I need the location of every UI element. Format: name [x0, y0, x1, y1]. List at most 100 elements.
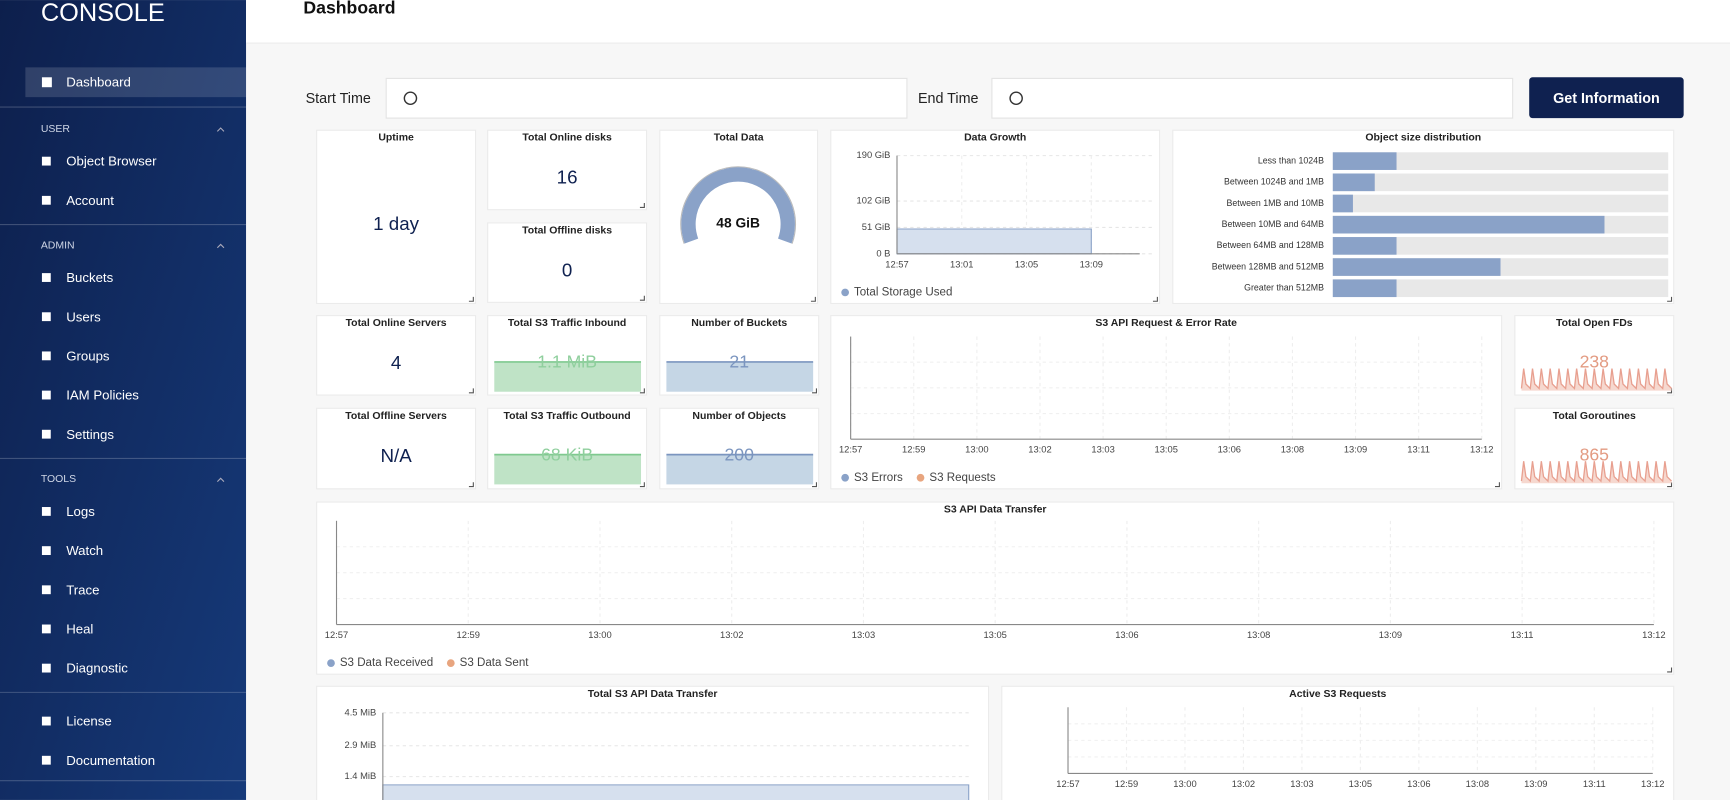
nav-item[interactable]: Heal: [66, 622, 93, 637]
start-input[interactable]: [385, 77, 908, 119]
nav-item[interactable]: Diagnostic: [66, 661, 128, 676]
nav-item[interactable]: Object Browser: [66, 154, 157, 169]
nav-icon: [41, 755, 51, 765]
x-tick-label: 13:00: [965, 445, 988, 455]
x-tick-label: 13:12: [1641, 779, 1664, 789]
card: [487, 129, 648, 211]
stat-value: 16: [557, 167, 578, 188]
stat-value: 0: [562, 259, 572, 280]
nav-icon: [41, 716, 51, 726]
bar: [1332, 194, 1353, 213]
category-label: Between 64MB and 128MB: [1217, 240, 1324, 250]
nav-item[interactable]: IAM Policies: [66, 388, 139, 403]
gauge-value: 48 GiB: [716, 216, 760, 231]
x-tick-label: 13:09: [1080, 259, 1103, 269]
card: [316, 407, 477, 490]
card-title: Number of Objects: [692, 411, 786, 422]
bar: [1332, 237, 1397, 255]
clock-icon: [1009, 91, 1023, 106]
nav-item[interactable]: Trace: [66, 582, 99, 597]
nav-item[interactable]: Watch: [66, 543, 103, 558]
header-bar: [246, 0, 1730, 44]
resize-handle: [810, 296, 816, 302]
card-title: Total Online disks: [522, 133, 612, 144]
card-title: Number of Buckets: [691, 318, 787, 329]
card-title: Total Online Servers: [346, 318, 447, 329]
stat-value: 4: [391, 352, 401, 373]
bar-track: [1332, 173, 1669, 192]
x-tick-label: 13:02: [720, 630, 743, 640]
y-tick-label: 190 GiB: [857, 150, 891, 160]
bar: [1332, 152, 1397, 170]
x-tick-label: 13:09: [1379, 630, 1402, 640]
card: [830, 315, 1503, 490]
nav-active[interactable]: [25, 67, 247, 98]
card-title: S3 API Data Transfer: [944, 505, 1047, 516]
x-tick-label: 13:05: [1154, 445, 1177, 455]
nav-item[interactable]: Groups: [66, 348, 110, 363]
nav-item[interactable]: Logs: [66, 504, 95, 519]
x-tick-label: 12:57: [839, 445, 862, 455]
get-info-button[interactable]: [1529, 77, 1684, 119]
legend-dot: [327, 659, 335, 668]
nav-item[interactable]: License: [66, 714, 112, 729]
chevron: [216, 243, 225, 249]
x-tick-label: 13:08: [1281, 445, 1304, 455]
x-tick-label: 12:57: [1056, 779, 1079, 789]
resize-handle: [812, 482, 818, 488]
nav-item[interactable]: Documentation: [66, 753, 155, 768]
nav-item[interactable]: Account: [66, 193, 114, 208]
end-input[interactable]: [991, 77, 1514, 119]
nav-icon: [41, 624, 51, 634]
x-tick-label: 13:08: [1247, 630, 1270, 640]
logo: CONSOLE: [41, 0, 165, 27]
gauge-arc: [681, 167, 795, 244]
card-title: Total Open FDs: [1556, 318, 1633, 329]
bar-track: [1332, 237, 1669, 255]
spark-value: 865: [1580, 444, 1610, 464]
nav-icon: [41, 663, 51, 673]
resize-handle: [1667, 482, 1673, 488]
card-title: Object size distribution: [1365, 133, 1481, 144]
resize-handle: [468, 388, 474, 394]
button-label[interactable]: Get Information: [1553, 91, 1660, 107]
nav-item[interactable]: Settings: [66, 427, 114, 442]
card-title: Total S3 Traffic Outbound: [504, 411, 631, 422]
nav-item[interactable]: Buckets: [66, 270, 113, 285]
nav-item[interactable]: Dashboard: [66, 74, 131, 89]
spark-value: 238: [1580, 352, 1610, 372]
gauge-outline: [680, 166, 797, 244]
card-title: S3 API Request & Error Rate: [1095, 318, 1237, 329]
nav-section-title: ADMIN: [41, 240, 75, 251]
card-title: Total Goroutines: [1553, 411, 1636, 422]
sparkline-fill: [494, 454, 642, 485]
legend-dot: [916, 473, 925, 482]
end-label: End Time: [918, 91, 979, 107]
nav-icon: [41, 273, 51, 282]
nav-icon: [41, 390, 51, 400]
bar-track: [1332, 152, 1669, 170]
spark-value: 200: [725, 444, 755, 464]
category-label: Less than 1024B: [1258, 155, 1324, 165]
card-title: Uptime: [378, 133, 414, 144]
x-tick-label: 13:02: [1028, 445, 1051, 455]
x-tick-label: 13:03: [852, 630, 875, 640]
x-tick-label: 13:09: [1524, 779, 1547, 789]
x-tick-label: 12:59: [457, 630, 480, 640]
y-tick-label: 102 GiB: [857, 196, 891, 206]
x-tick-label: 13:08: [1466, 779, 1489, 789]
nav-icon: [41, 546, 51, 556]
resize-handle: [1667, 296, 1673, 302]
legend-dot: [841, 473, 850, 482]
area: [896, 228, 1092, 255]
x-tick-label: 12:57: [885, 259, 908, 269]
chevron: [216, 127, 225, 132]
sparkline-fill: [666, 454, 814, 485]
card-title: Total Data: [714, 133, 764, 144]
x-tick-label: 13:05: [1349, 779, 1372, 789]
card: [487, 222, 648, 303]
resize-handle: [639, 203, 645, 209]
nav-item[interactable]: Users: [66, 309, 101, 324]
